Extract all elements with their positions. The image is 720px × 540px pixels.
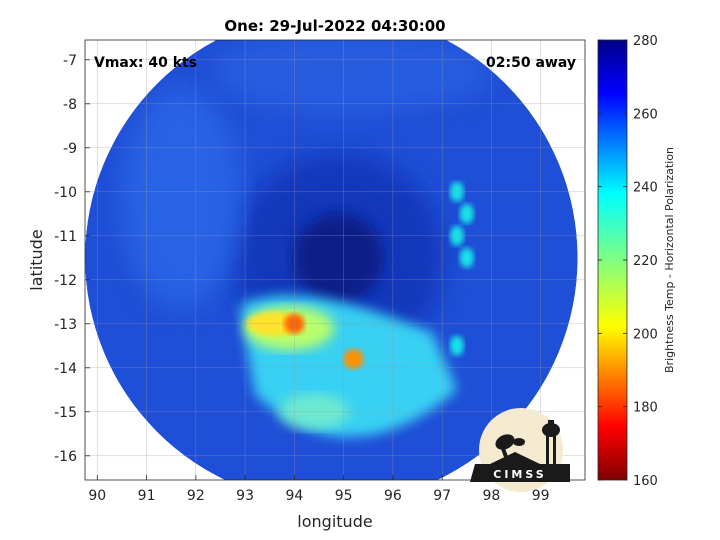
- y-tick-label: -12: [54, 273, 77, 289]
- y-tick-label: -15: [54, 405, 77, 421]
- colorbar: 280 260 240 220 200 180 160 Brightness Temp - …: [597, 34, 676, 489]
- outer-patch: [121, 87, 242, 308]
- x-axis-label: longitude: [297, 512, 372, 531]
- colorbar-tick-label: 240: [633, 181, 658, 196]
- x-tick-label: 96: [384, 488, 402, 504]
- x-tick-label: 99: [532, 488, 550, 504]
- cimss-logo: CIMSS: [470, 408, 570, 492]
- axes-box: [84, 39, 586, 481]
- chart-title: One: 29-Jul-2022 04:30:00: [224, 17, 445, 35]
- logo-text: CIMSS: [493, 468, 546, 481]
- colorbar-ramp: [597, 39, 628, 481]
- colorbar-label: Brightness Temp - Horizontal Polarizatio…: [663, 147, 676, 373]
- y-tick-label: -13: [54, 317, 77, 333]
- x-tick-label: 95: [335, 488, 353, 504]
- y-tick-label: -8: [63, 97, 77, 113]
- vmax-annotation: Vmax: 40 kts: [94, 55, 197, 71]
- outer-patch: [211, 40, 492, 113]
- x-tick-label: 98: [482, 488, 500, 504]
- colorbar-tick-label: 220: [633, 254, 658, 269]
- x-tick-label: 94: [285, 488, 303, 504]
- y-tick-label: -7: [63, 53, 77, 69]
- x-tick-label: 91: [138, 488, 156, 504]
- y-axis: -7 -8 -9 -10 -11 -12 -13 -14 -15 -16: [54, 53, 90, 465]
- time-away-annotation: 02:50 away: [486, 55, 576, 71]
- x-axis: 90 91 92 93 94 95 96 97 98 99: [88, 475, 550, 504]
- colorbar-tick-label: 260: [633, 107, 658, 122]
- y-tick-label: -11: [54, 229, 77, 245]
- x-tick-label: 92: [187, 488, 205, 504]
- y-axis-label: latitude: [27, 229, 46, 290]
- y-tick-label: -9: [63, 141, 77, 157]
- x-tick-label: 90: [88, 488, 106, 504]
- y-tick-label: -16: [54, 449, 77, 465]
- colorbar-tick-label: 280: [633, 34, 658, 49]
- colorbar-tick-label: 180: [633, 401, 658, 416]
- outer-band-cell: [459, 203, 474, 224]
- eye-region: [293, 212, 384, 303]
- band-core-1: [343, 349, 364, 369]
- colorbar-tick-label: 160: [633, 474, 658, 489]
- x-tick-label: 93: [236, 488, 254, 504]
- x-tick-label: 97: [433, 488, 451, 504]
- y-tick-label: -14: [54, 361, 77, 377]
- colorbar-tick-label: 200: [633, 327, 658, 342]
- outer-band-cell: [459, 247, 474, 268]
- y-tick-label: -10: [54, 185, 77, 201]
- outer-band-cell: [449, 335, 464, 356]
